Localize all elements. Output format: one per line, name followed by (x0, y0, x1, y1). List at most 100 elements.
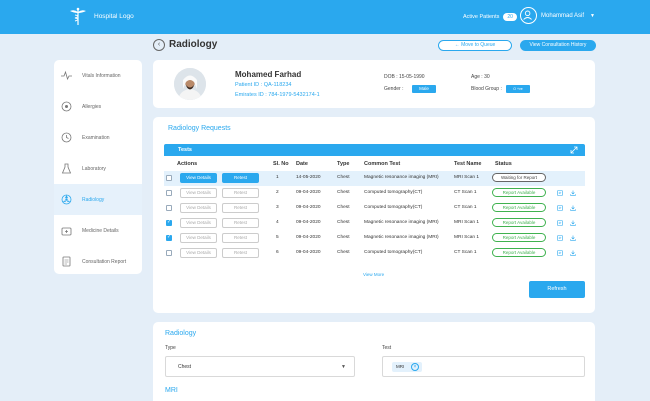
cell-type: Chest (337, 220, 350, 225)
notes-icon[interactable] (557, 250, 563, 256)
test-multiselect[interactable]: MRI × (382, 356, 585, 377)
status-badge: Report Available (492, 203, 546, 212)
patient-photo (174, 68, 206, 100)
patient-age: Age : 30 (471, 74, 490, 80)
table-row[interactable]: View Details Retest 5 09-04-2020 Chest M… (164, 231, 585, 246)
table-row[interactable]: View Details Retest 3 09-04-2020 Chest C… (164, 201, 585, 216)
active-patients[interactable]: Active Patients 20 (463, 13, 517, 21)
row-checkbox[interactable] (166, 250, 172, 256)
row-checkbox[interactable] (166, 190, 172, 196)
notes-icon[interactable] (557, 220, 563, 226)
table-row[interactable]: View Details Retest 6 09-04-2020 Chest C… (164, 246, 585, 261)
sidebar-item-examination[interactable]: Examination (54, 122, 142, 153)
download-icon[interactable] (570, 205, 576, 211)
view-details-button[interactable]: View Details (180, 248, 217, 258)
cell-type: Chest (337, 235, 350, 240)
tests-title: Tests (178, 147, 192, 153)
cell-sl-no: 3 (276, 205, 279, 210)
row-checkbox[interactable] (166, 205, 172, 211)
table-row[interactable]: View Details Retest 2 09-04-2020 Chest C… (164, 186, 585, 201)
table-row[interactable]: View Details Retest 1 14-05-2020 Chest M… (164, 171, 585, 186)
sidebar-item-vitals[interactable]: Vitals Information (54, 60, 142, 91)
row-checkbox[interactable] (166, 175, 172, 181)
back-arrow-icon[interactable]: ‹ (153, 39, 165, 51)
user-name: Mohammad Asif (541, 12, 585, 19)
medicine-icon (61, 227, 72, 236)
col-header-common-test: Common Test (364, 161, 401, 167)
active-patients-count: 20 (503, 13, 517, 21)
cell-test-name: MRI Scan 1 (454, 235, 480, 240)
col-header-date: Date (296, 161, 308, 167)
mri-section-title: MRI (165, 387, 178, 394)
radiology-form-card: Radiology Type Chest ▼ Test MRI × MRI (153, 322, 595, 401)
row-checkbox[interactable] (166, 219, 172, 226)
arrow-left-icon: ← (454, 42, 460, 48)
cell-test-name: MRI Scan 1 (454, 175, 480, 180)
user-avatar-icon (520, 7, 537, 24)
cell-date: 09-04-2020 (296, 250, 321, 255)
retest-button[interactable]: Retest (222, 248, 259, 258)
cell-date: 09-04-2020 (296, 205, 321, 210)
cell-date: 09-04-2020 (296, 220, 321, 225)
view-more-link[interactable]: View More (363, 272, 385, 277)
chevron-down-icon: ▼ (590, 12, 595, 19)
view-details-button[interactable]: View Details (180, 233, 217, 243)
logo-text: Hospital Logo (94, 12, 134, 20)
move-to-queue-button[interactable]: ← Move to Queue (438, 40, 512, 51)
user-menu[interactable]: Mohammad Asif ▼ (520, 7, 595, 24)
download-icon[interactable] (570, 250, 576, 256)
retest-button[interactable]: Retest (222, 173, 259, 183)
move-to-queue-label: Move to Queue (461, 42, 496, 48)
radiology-requests-card: Radiology Requests Tests Actions Sl. No … (153, 117, 595, 313)
allergies-icon (61, 101, 72, 112)
row-checkbox[interactable] (166, 234, 172, 241)
cell-common-test: Magnetic resonance imaging (MRI) (364, 220, 439, 225)
view-details-button[interactable]: View Details (180, 203, 217, 213)
cell-common-test: Magnetic resonance imaging (MRI) (364, 175, 439, 180)
notes-icon[interactable] (557, 190, 563, 196)
retest-button[interactable]: Retest (222, 188, 259, 198)
cell-test-name: MRI Scan 1 (454, 220, 480, 225)
sidebar-item-label: Examination (82, 134, 110, 141)
download-icon[interactable] (570, 220, 576, 226)
cell-common-test: Computed tomography(CT) (364, 190, 423, 195)
download-icon[interactable] (570, 235, 576, 241)
table-row[interactable]: View Details Retest 4 09-04-2020 Chest M… (164, 216, 585, 231)
view-details-button[interactable]: View Details (180, 188, 217, 198)
sidebar-item-consultation-report[interactable]: Consultation Report (54, 246, 142, 277)
cell-common-test: Magnetic resonance imaging (MRI) (364, 235, 439, 240)
download-icon[interactable] (570, 190, 576, 196)
retest-button[interactable]: Retest (222, 233, 259, 243)
examination-icon (61, 132, 72, 143)
status-badge: Report Available (492, 188, 546, 197)
col-header-status: Status (495, 161, 512, 167)
expand-icon[interactable] (570, 146, 578, 154)
cell-date: 09-04-2020 (296, 235, 321, 240)
notes-icon[interactable] (557, 205, 563, 211)
refresh-button[interactable]: Refresh (529, 281, 585, 298)
view-consultation-history-button[interactable]: View Consultation History (520, 40, 596, 51)
radiology-icon (61, 194, 72, 205)
top-bar: Hospital Logo Active Patients 20 Mohamma… (0, 0, 650, 34)
radiology-form-title: Radiology (165, 330, 197, 337)
report-icon (62, 256, 71, 267)
chevron-down-icon: ▼ (341, 364, 346, 370)
sidebar-item-label: Radiology (82, 196, 105, 203)
type-select-value: Chest (178, 364, 192, 370)
sidebar-item-allergies[interactable]: Allergies (54, 91, 142, 122)
view-details-button[interactable]: View Details (180, 173, 217, 183)
sidebar-item-radiology[interactable]: Radiology (54, 184, 142, 215)
retest-button[interactable]: Retest (222, 218, 259, 228)
sidebar-item-label: Laboratory (82, 165, 106, 172)
hospital-logo[interactable]: Hospital Logo (68, 6, 134, 26)
patient-card: Mohamed Farhad Patient ID : QA-118234 Em… (153, 60, 595, 108)
view-details-button[interactable]: View Details (180, 218, 217, 228)
notes-icon[interactable] (557, 235, 563, 241)
retest-button[interactable]: Retest (222, 203, 259, 213)
patient-dob: DOB : 15-05-1990 (384, 74, 425, 80)
status-badge: Report Available (492, 218, 546, 227)
type-select[interactable]: Chest (165, 356, 355, 377)
sidebar-item-medicine-details[interactable]: Medicine Details (54, 215, 142, 246)
close-icon[interactable]: × (411, 363, 419, 371)
sidebar-item-laboratory[interactable]: Laboratory (54, 153, 142, 184)
